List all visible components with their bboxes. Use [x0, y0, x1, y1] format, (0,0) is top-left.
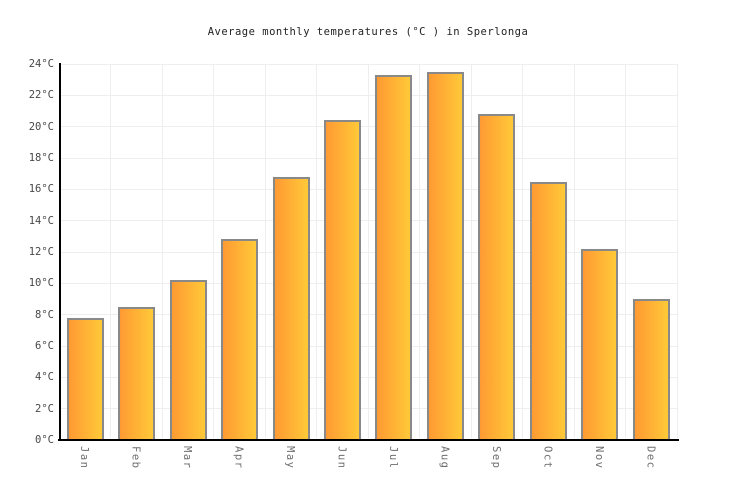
y-axis-tick-label: 2°C: [35, 402, 54, 415]
gridline-vertical: [625, 64, 627, 438]
x-axis-tick-label: Jun: [335, 446, 348, 470]
x-axis-tick-label: Jan: [78, 446, 91, 470]
bar: [375, 74, 413, 440]
gridline-vertical: [264, 64, 266, 438]
x-axis-tick-label: Nov: [592, 446, 605, 470]
x-axis-tick-label: May: [284, 446, 297, 470]
x-axis-tick-label: Jul: [386, 446, 399, 470]
gridline-vertical: [316, 64, 318, 438]
y-axis-tick-label: 18°C: [28, 152, 54, 164]
y-axis-tick-label: 14°C: [28, 214, 54, 227]
gridline-vertical: [573, 64, 575, 438]
y-axis-tick-label: 6°C: [35, 340, 54, 352]
y-axis-tick-label: 24°C: [28, 58, 54, 70]
x-axis-tick-label: Dec: [644, 446, 657, 470]
x-axis-tick-label: Feb: [129, 446, 142, 470]
y-axis-tick-label: 8°C: [35, 308, 54, 321]
y-axis-tick-label: 12°C: [28, 246, 54, 258]
bar: [169, 280, 207, 440]
x-axis-tick-label: Aug: [438, 446, 451, 470]
y-axis-tick-label: 0°C: [35, 434, 54, 446]
chart-title: Average monthly temperatures (°C ) in Sp…: [207, 26, 529, 38]
bar: [478, 114, 516, 440]
y-axis-line: [59, 63, 61, 440]
y-axis-tick-label: 20°C: [28, 120, 54, 133]
bar: [272, 176, 310, 440]
bar: [118, 306, 156, 440]
y-axis-tick-label: 16°C: [28, 183, 54, 196]
gridline-vertical: [676, 64, 678, 438]
gridline-vertical: [213, 64, 215, 438]
bar: [66, 317, 104, 440]
x-axis-line: [58, 439, 679, 441]
x-axis-tick-label: Apr: [232, 446, 245, 470]
gridline-vertical: [161, 64, 163, 438]
bar: [221, 239, 259, 440]
bar: [632, 299, 670, 440]
bar: [529, 181, 567, 440]
gridline-vertical: [470, 64, 472, 438]
bar: [324, 120, 362, 440]
y-axis-tick-label: 22°C: [28, 89, 54, 102]
gridline-vertical: [419, 64, 421, 438]
gridline-vertical: [367, 64, 369, 438]
gridline-vertical: [110, 64, 112, 438]
bar: [426, 71, 464, 440]
x-axis-tick-label: Oct: [541, 446, 554, 470]
x-axis-tick-label: Mar: [181, 446, 194, 470]
gridline-vertical: [522, 64, 524, 438]
x-axis-tick-label: Sep: [489, 446, 502, 470]
bar: [581, 248, 619, 440]
y-axis-tick-label: 10°C: [28, 277, 54, 290]
y-axis-tick-label: 4°C: [35, 371, 54, 384]
